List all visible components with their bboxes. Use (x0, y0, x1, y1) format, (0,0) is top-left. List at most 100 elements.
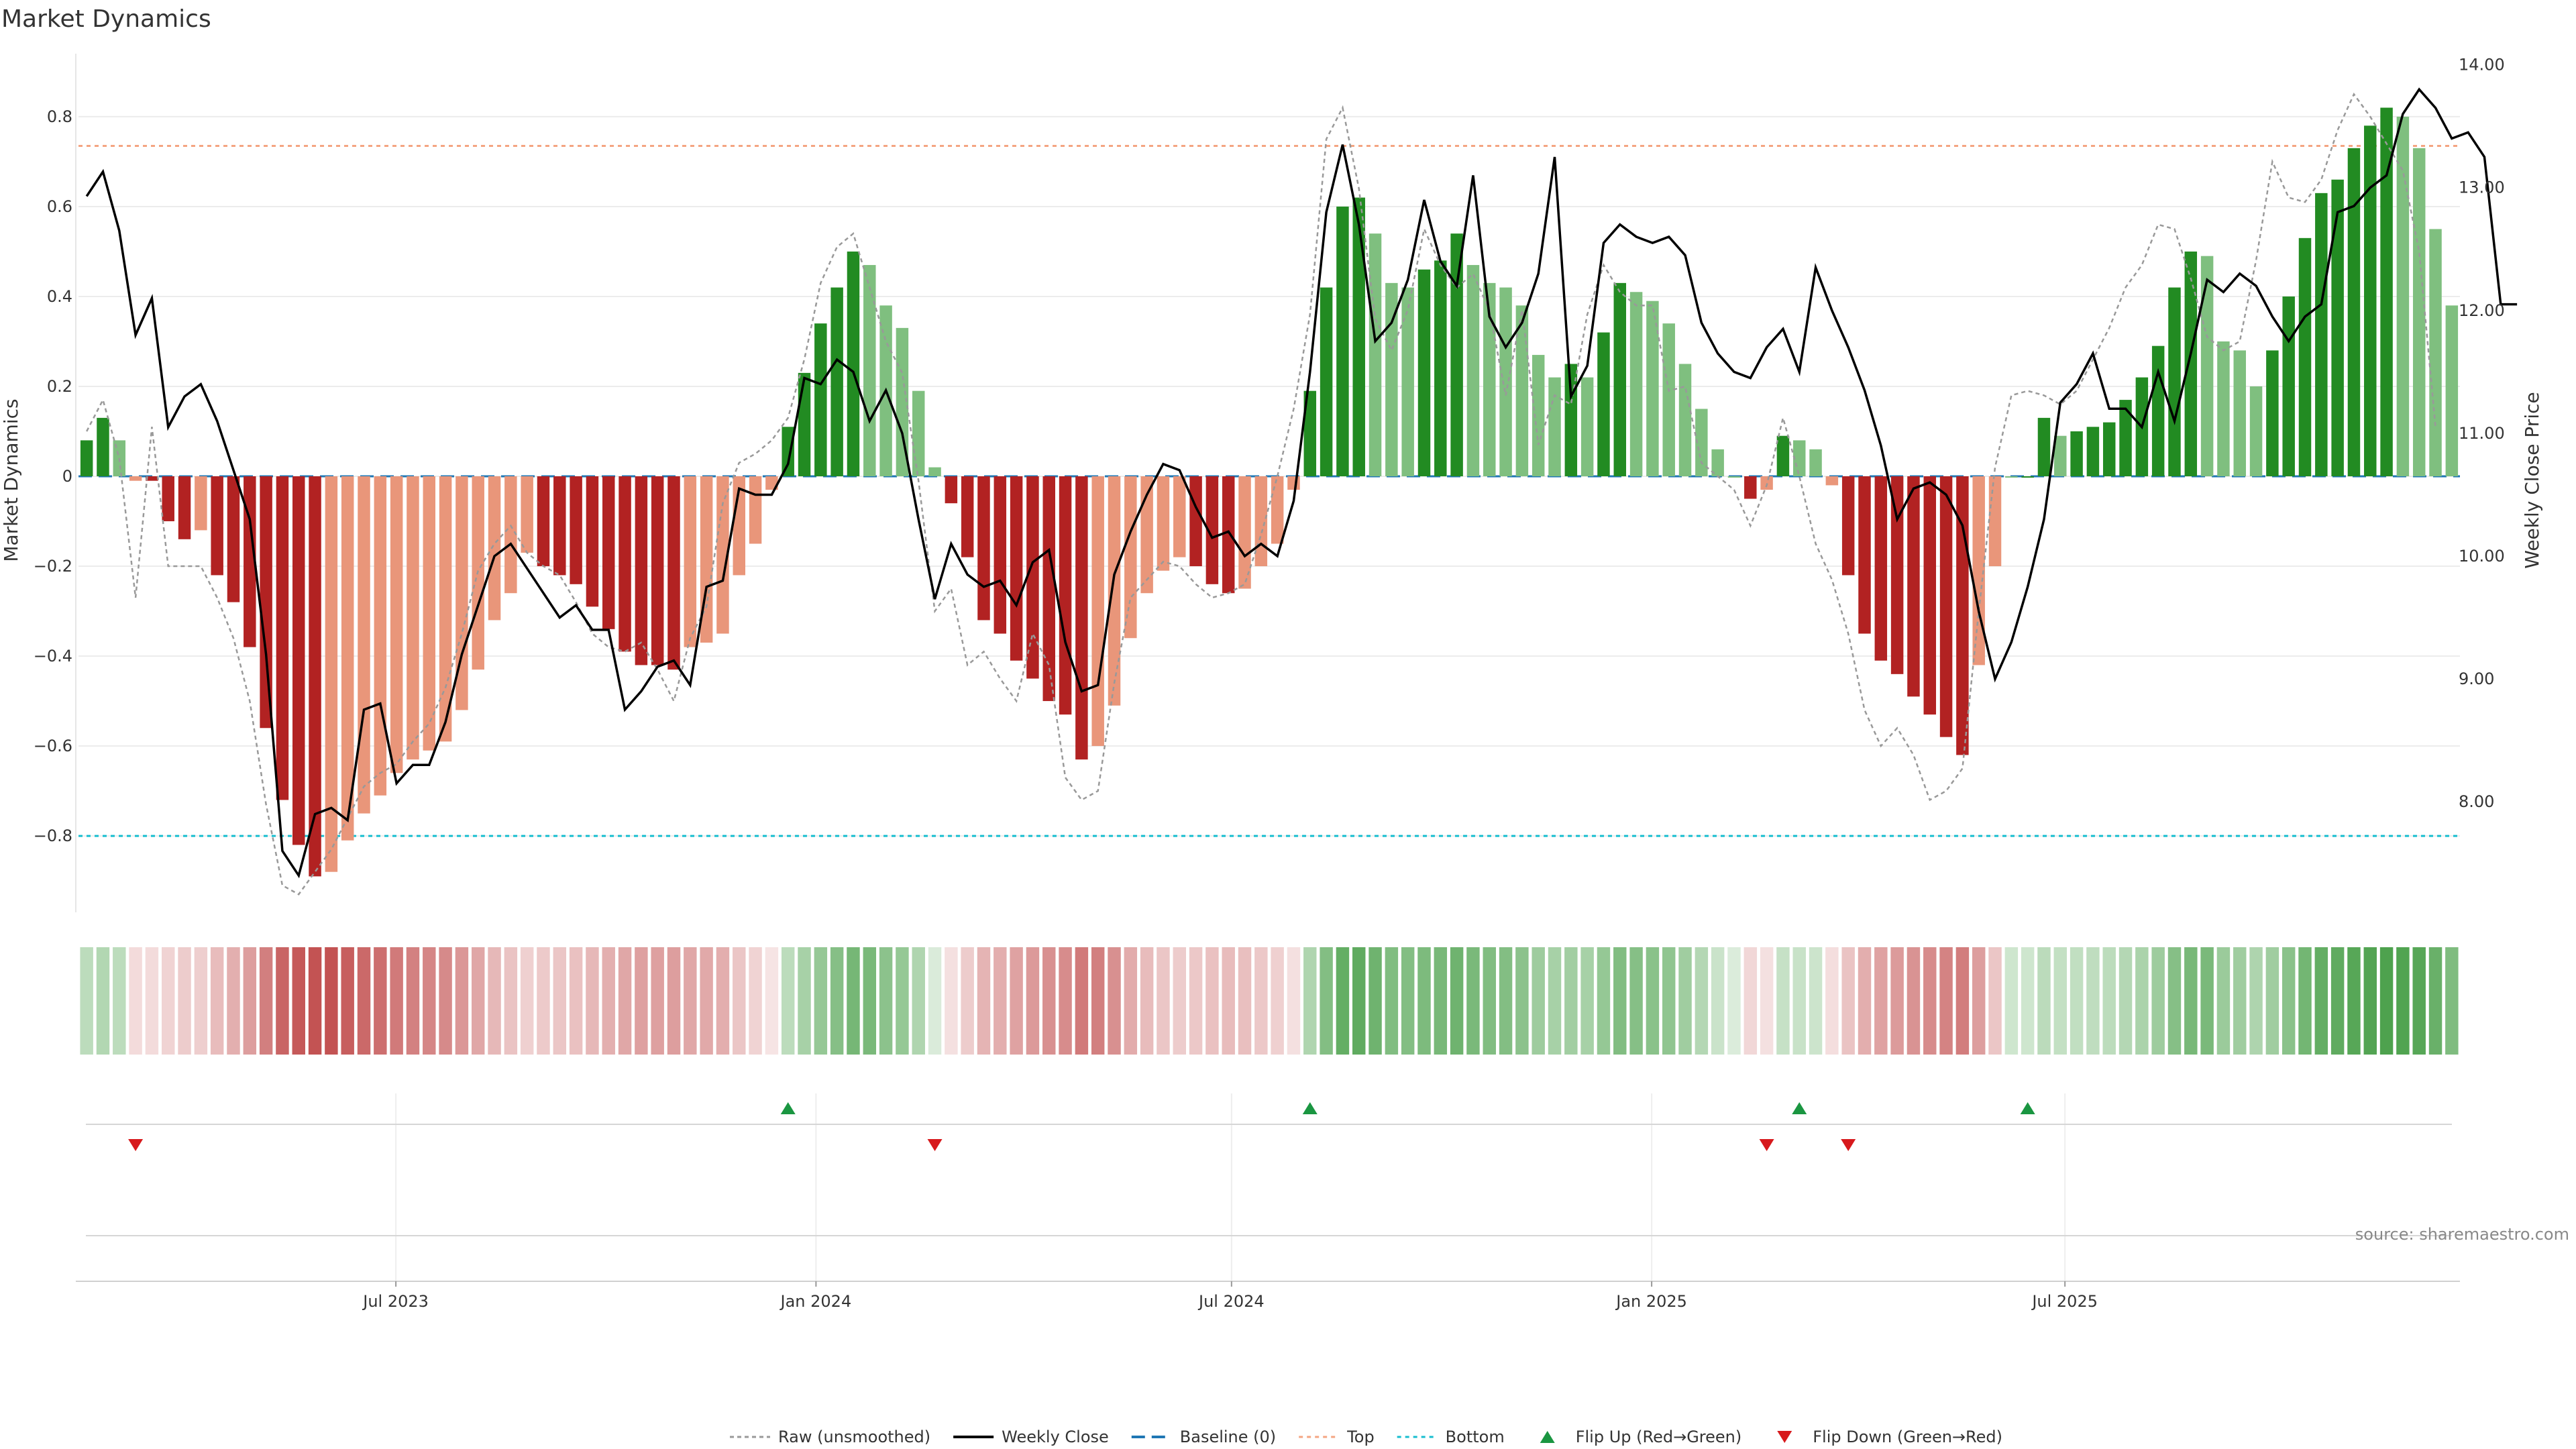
hist-bar-136 (2298, 237, 2312, 476)
legend-label-bottom: Bottom (1446, 1428, 1505, 1446)
strip-cell-105 (1792, 947, 1806, 1055)
strip-cell-141 (2379, 947, 2394, 1055)
hist-bar-3 (129, 476, 142, 481)
hist-bar-15 (325, 476, 338, 872)
hist-bar-96 (1646, 301, 1659, 476)
strip-cell-58 (1026, 947, 1040, 1055)
hist-bar-95 (1629, 292, 1643, 476)
strip-cell-52 (928, 947, 942, 1055)
legend-item-bottom: Bottom (1397, 1428, 1505, 1446)
hist-bar-19 (390, 476, 403, 773)
strip-cell-118 (2004, 947, 2019, 1055)
hist-bar-9 (227, 476, 240, 602)
hist-bar-108 (1841, 476, 1855, 576)
legend-item-raw: Raw (unsmoothed) (730, 1428, 930, 1446)
hist-bar-116 (1972, 476, 1985, 665)
strip-cell-144 (2428, 947, 2443, 1055)
legend-swatch-flip-up (1540, 1431, 1555, 1443)
strip-cell-68 (1189, 947, 1203, 1055)
x-tick-4: Jul 2025 (2031, 1292, 2098, 1311)
hist-bar-92 (1580, 377, 1594, 476)
hist-bar-118 (2005, 476, 2018, 478)
hist-bar-48 (863, 265, 876, 476)
hist-bar-76 (1320, 287, 1333, 476)
hist-bar-47 (847, 251, 860, 476)
strip-cell-66 (1157, 947, 1170, 1055)
hist-bar-77 (1336, 206, 1349, 476)
strip-cell-123 (2086, 947, 2100, 1055)
hist-bar-81 (1401, 287, 1414, 476)
y2-tick-4: 12.00 (2459, 301, 2505, 320)
flip-markers-panel (86, 1093, 2452, 1281)
strip-cell-60 (1059, 947, 1072, 1055)
y-axis-label: Market Dynamics (0, 398, 22, 561)
y2-tick-2: 10.00 (2459, 547, 2505, 566)
strip-cell-73 (1271, 947, 1284, 1055)
strip-cell-5 (162, 947, 175, 1055)
hist-bar-52 (928, 467, 941, 476)
hist-bar-133 (2249, 386, 2263, 476)
strip-cell-21 (423, 947, 436, 1055)
hist-bar-37 (684, 476, 697, 647)
flip-down-marker-3 (1841, 1139, 1856, 1151)
strip-cell-143 (2412, 947, 2426, 1055)
strip-cell-51 (912, 947, 925, 1055)
hist-bar-132 (2233, 350, 2246, 476)
hist-bar-131 (2217, 341, 2230, 476)
strip-cell-106 (1809, 947, 1823, 1055)
hist-bar-127 (2151, 345, 2165, 476)
hist-bar-4 (146, 476, 158, 481)
flip-up-marker-1 (1302, 1102, 1318, 1114)
hist-bar-65 (1140, 476, 1153, 594)
y-tick-0: −0.8 (34, 826, 72, 845)
hist-bar-68 (1189, 476, 1202, 567)
hist-bar-30 (570, 476, 582, 584)
strip-cell-103 (1760, 947, 1774, 1055)
hist-bar-69 (1205, 476, 1219, 584)
strip-cell-44 (798, 947, 811, 1055)
strip-cell-74 (1287, 947, 1301, 1055)
hist-bar-8 (211, 476, 223, 576)
strip-cell-83 (1434, 947, 1448, 1055)
strip-cell-142 (2396, 947, 2410, 1055)
strip-cell-48 (863, 947, 877, 1055)
strip-cell-132 (2233, 947, 2247, 1055)
hist-bar-122 (2070, 431, 2083, 476)
hist-bar-11 (260, 476, 272, 729)
strip-cell-46 (830, 947, 844, 1055)
legend-item-flip_up: Flip Up (Red→Green) (1540, 1428, 1741, 1446)
strip-cell-28 (537, 947, 550, 1055)
hist-bar-85 (1466, 265, 1480, 476)
hist-bar-128 (2168, 287, 2181, 476)
strip-cell-62 (1091, 947, 1105, 1055)
flip-down-marker-0 (128, 1139, 144, 1151)
y2-axis-ticks: 8.00 9.00 10.00 11.00 12.00 13.00 14.00 (2459, 56, 2505, 812)
strip-cell-20 (406, 947, 420, 1055)
hist-bar-46 (830, 287, 843, 476)
legend-label-flip_down: Flip Down (Green→Red) (1813, 1428, 2002, 1446)
hist-bar-60 (1059, 476, 1072, 715)
strip-cell-67 (1173, 947, 1186, 1055)
hist-bar-107 (1825, 476, 1839, 486)
strip-cell-27 (520, 947, 534, 1055)
hist-bar-51 (912, 390, 925, 476)
strip-cell-29 (553, 947, 567, 1055)
momentum-strip (80, 947, 2459, 1055)
y-axis-ticks: −0.8 −0.6 −0.4 −0.2 0 0.2 0.4 0.6 0.8 (34, 107, 72, 845)
hist-bar-56 (994, 476, 1007, 634)
strip-cell-87 (1499, 947, 1513, 1055)
hist-bar-86 (1483, 282, 1496, 476)
hist-bar-125 (2119, 400, 2132, 476)
hist-bar-79 (1368, 233, 1382, 476)
strip-cell-131 (2216, 947, 2231, 1055)
legend: Raw (unsmoothed) Weekly Close Baseline (0)… (730, 1428, 2002, 1446)
strip-cell-34 (635, 947, 648, 1055)
hist-bar-61 (1075, 476, 1088, 760)
legend-item-top: Top (1299, 1428, 1375, 1446)
hist-bar-17 (358, 476, 370, 814)
hist-bar-55 (977, 476, 990, 621)
hist-bar-0 (80, 440, 93, 476)
hist-bar-137 (2315, 193, 2328, 476)
strip-cell-114 (1939, 947, 1953, 1055)
strip-cell-116 (1972, 947, 1986, 1055)
